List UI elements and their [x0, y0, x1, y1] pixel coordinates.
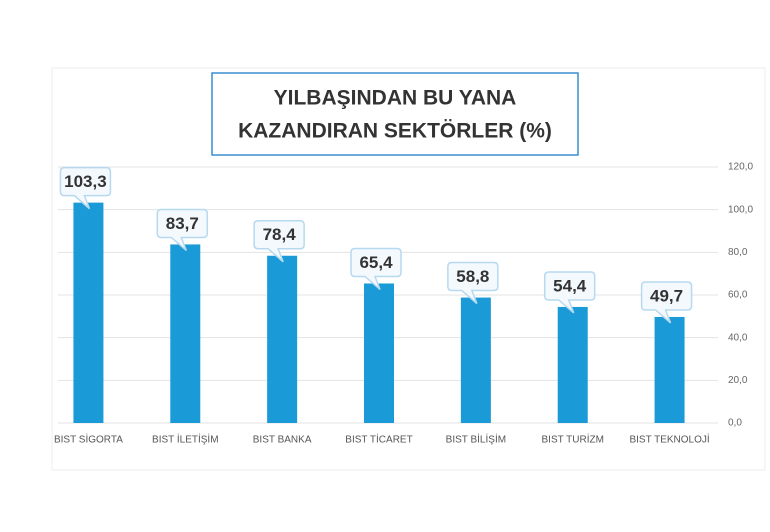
- callout-box: [156, 208, 209, 252]
- x-tick-label: BIST BİLİŞİM: [446, 433, 506, 446]
- y-tick-label: 60,0: [728, 290, 748, 301]
- y-tick-label: 100,0: [728, 204, 753, 215]
- y-tick-label: 20,0: [728, 375, 748, 386]
- x-tick-label: BIST BANKA: [253, 435, 312, 446]
- data-label: 65,4: [359, 253, 393, 272]
- y-tick-label: 40,0: [728, 332, 748, 343]
- x-tick-label: BIST SİGORTA: [54, 433, 123, 446]
- x-tick-label: BIST İLETİŞİM: [152, 433, 219, 446]
- bar: [170, 244, 201, 423]
- bar: [73, 202, 104, 423]
- data-label: 103,3: [64, 172, 107, 191]
- data-label: 78,4: [263, 225, 297, 244]
- y-tick-label: 80,0: [728, 247, 748, 258]
- data-label: 49,7: [650, 286, 683, 305]
- bar: [557, 306, 588, 423]
- bar: [460, 297, 491, 423]
- x-tick-label: BIST TURİZM: [542, 433, 604, 446]
- bar: [364, 283, 394, 423]
- callout-box: [447, 261, 499, 305]
- data-label: 58,8: [456, 267, 489, 286]
- callout-box: [350, 247, 402, 291]
- x-tick-label: BIST TEKNOLOJİ: [629, 433, 709, 446]
- chart-title: YILBAŞINDAN BU YANA: [274, 87, 517, 110]
- data-label: 54,4: [553, 276, 587, 295]
- callout-box: [640, 281, 693, 324]
- bar: [267, 255, 298, 423]
- chart-title: KAZANDIRAN SEKTÖRLER (%): [238, 120, 552, 143]
- bar: [654, 316, 685, 423]
- callout-box: [253, 219, 305, 263]
- x-tick-label: BIST TİCARET: [345, 433, 412, 446]
- callout-box: [543, 271, 596, 314]
- title-box: [211, 72, 579, 156]
- y-tick-label: 120,0: [728, 162, 753, 173]
- data-label: 83,7: [166, 214, 199, 233]
- y-tick-label: 0,0: [728, 418, 742, 429]
- callout-box: [59, 166, 112, 210]
